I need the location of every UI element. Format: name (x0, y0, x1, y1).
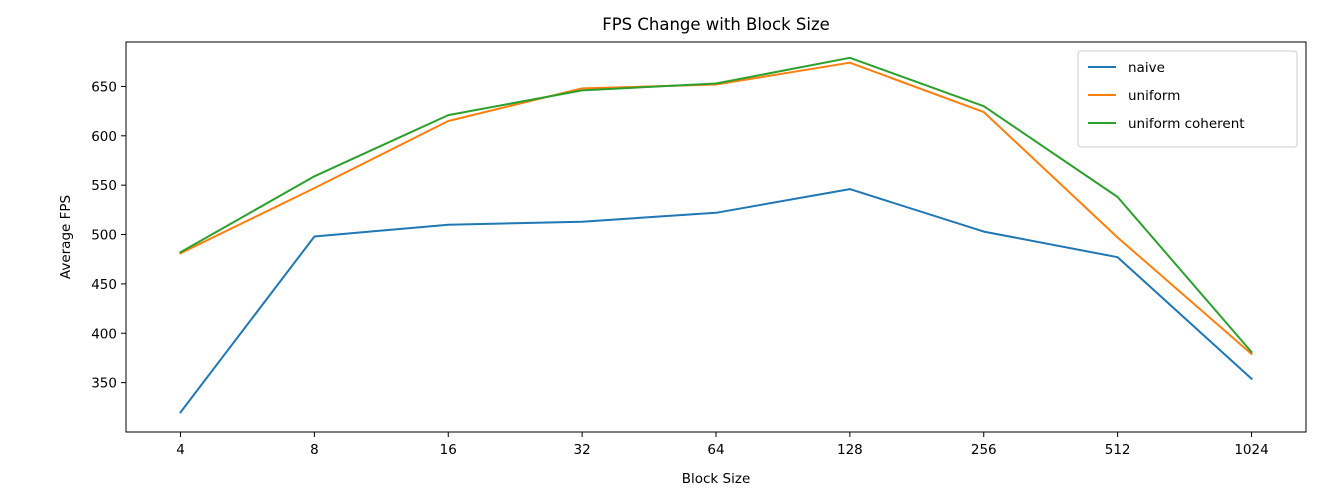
x-tick-label: 16 (440, 442, 457, 458)
x-tick-label: 512 (1105, 442, 1131, 458)
x-tick-label: 256 (971, 442, 997, 458)
y-tick-label: 600 (91, 129, 117, 145)
series-line-uniform-coherent (179, 56, 1253, 354)
x-tick-label: 4 (176, 442, 185, 458)
y-tick-label: 350 (91, 376, 117, 392)
legend-label: uniform coherent (1128, 116, 1245, 132)
x-tick-label: 1024 (1234, 442, 1268, 458)
y-tick-label: 550 (91, 178, 117, 194)
x-tick-label: 32 (574, 442, 591, 458)
x-axis-title: Block Size (682, 471, 751, 487)
legend-label: uniform (1128, 88, 1180, 104)
y-axis-title: Average FPS (58, 195, 74, 279)
legend-frame (1077, 50, 1298, 148)
y-tick-label: 400 (91, 326, 117, 342)
x-tick-label: 8 (310, 442, 319, 458)
y-tick-label: 650 (91, 79, 117, 95)
legend-label: naive (1128, 60, 1165, 76)
x-tick-label: 64 (707, 442, 724, 458)
y-axis: 350 400 450 500 550 600 650 (91, 79, 126, 392)
x-tick-label: 128 (837, 442, 863, 458)
y-tick-label: 450 (91, 277, 117, 293)
y-tick-label: 500 (91, 228, 117, 244)
legend: naive uniform uniform coherent (1077, 50, 1298, 148)
series-line-naive (179, 188, 1253, 414)
series-layer (179, 56, 1253, 414)
plot-frame (125, 41, 1307, 433)
chart-title: FPS Change with Block Size (602, 15, 830, 34)
x-axis: 4 8 16 32 64 128 256 512 1024 (176, 432, 1269, 458)
